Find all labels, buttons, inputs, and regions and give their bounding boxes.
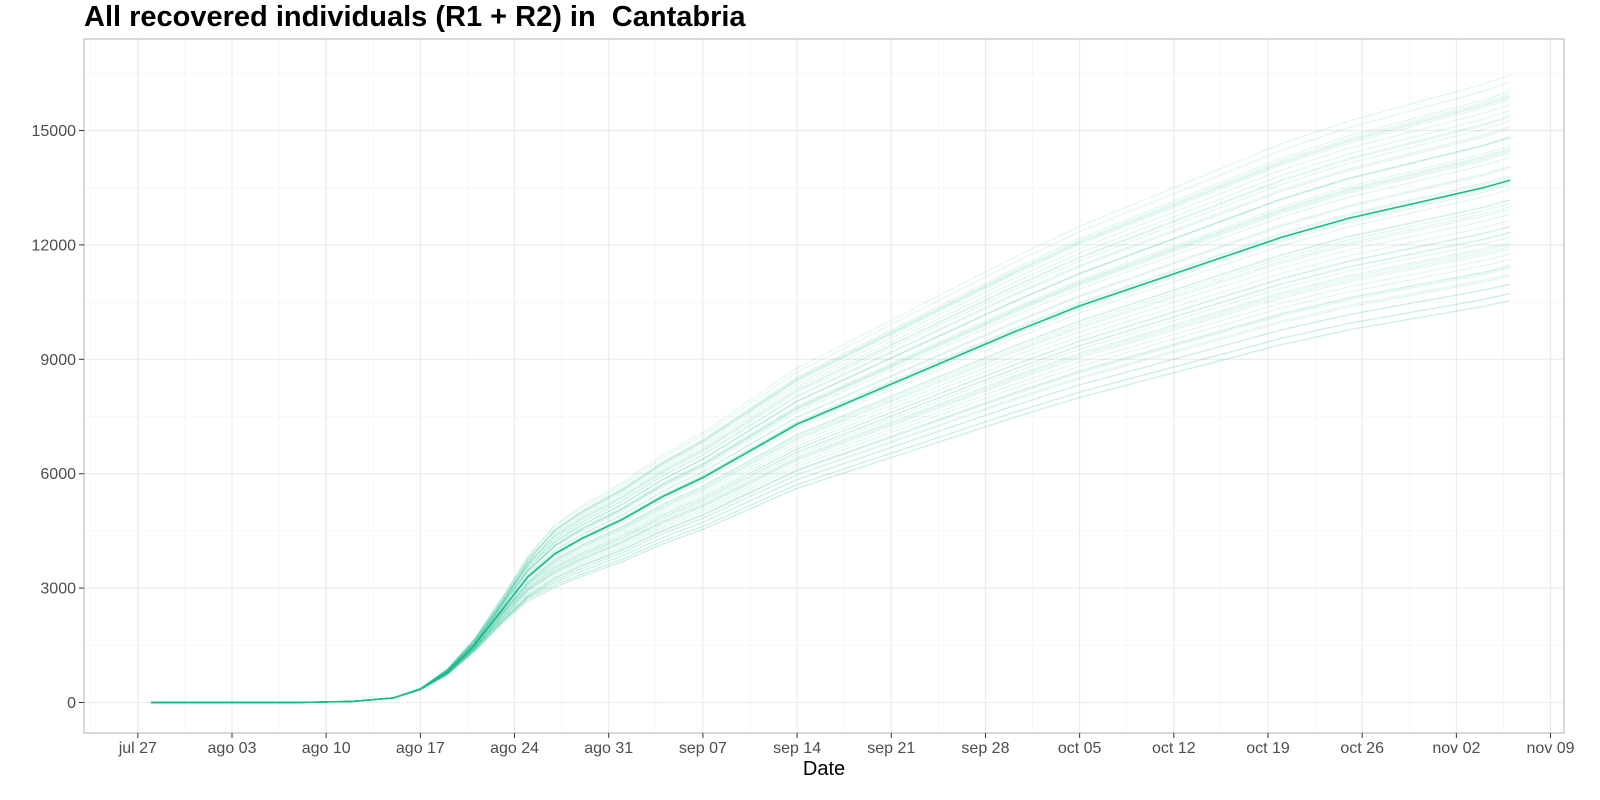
x-tick-label: sep 21 bbox=[867, 740, 915, 757]
y-tick-label: 15000 bbox=[32, 123, 77, 140]
ensemble-line bbox=[151, 267, 1511, 704]
ensemble-line bbox=[151, 136, 1511, 704]
ensemble-line bbox=[151, 283, 1511, 704]
ensemble-line bbox=[151, 253, 1511, 704]
ensemble-line bbox=[151, 241, 1511, 704]
ensemble-line bbox=[151, 93, 1511, 704]
ensemble-line bbox=[151, 98, 1511, 704]
ensemble-line bbox=[151, 128, 1511, 704]
ensemble-line bbox=[151, 96, 1511, 704]
x-tick-label: ago 03 bbox=[208, 740, 257, 757]
ensemble-line bbox=[151, 236, 1511, 704]
y-tick-label: 12000 bbox=[32, 237, 77, 254]
x-tick-label: oct 05 bbox=[1058, 740, 1102, 757]
y-tick-label: 9000 bbox=[40, 352, 76, 369]
x-tick-label: oct 19 bbox=[1246, 740, 1290, 757]
chart-title: All recovered individuals (R1 + R2) in C… bbox=[84, 1, 746, 33]
central-series-line bbox=[151, 179, 1511, 704]
x-tick-label: ago 24 bbox=[490, 740, 539, 757]
ensemble-line bbox=[151, 231, 1511, 704]
ensemble-line bbox=[151, 245, 1511, 704]
ensemble-line bbox=[151, 275, 1511, 704]
ensemble-line bbox=[151, 208, 1511, 704]
ensemble-line bbox=[151, 165, 1511, 704]
y-tick-label: 3000 bbox=[40, 581, 76, 598]
ensemble-line bbox=[151, 74, 1511, 704]
ensemble-line bbox=[151, 265, 1511, 704]
ensemble-line bbox=[151, 273, 1511, 704]
plot-panel-border bbox=[83, 38, 1565, 734]
ensemble-line bbox=[151, 220, 1511, 704]
x-axis: jul 27 ago 03 ago 10 ago 17 ago 24 ago 31 sep … bbox=[118, 733, 1575, 757]
ensemble-line bbox=[151, 300, 1511, 704]
ensemble-line bbox=[151, 156, 1511, 704]
x-axis-title: Date bbox=[803, 758, 845, 780]
ensemble-line bbox=[151, 226, 1511, 704]
ensemble-line bbox=[151, 258, 1511, 704]
y-tick-label: 0 bbox=[67, 695, 76, 712]
y-tick-label: 6000 bbox=[40, 466, 76, 483]
x-tick-label: oct 12 bbox=[1152, 740, 1196, 757]
ensemble-line bbox=[151, 149, 1511, 704]
x-tick-label: ago 10 bbox=[302, 740, 351, 757]
central-line bbox=[151, 179, 1511, 704]
x-tick-label: nov 02 bbox=[1432, 740, 1480, 757]
ensemble-line bbox=[151, 198, 1511, 704]
ensemble-line bbox=[151, 136, 1511, 704]
ensemble-line bbox=[151, 265, 1511, 704]
ensemble-line bbox=[151, 184, 1511, 704]
x-tick-label: ago 31 bbox=[584, 740, 633, 757]
grid-lines bbox=[84, 39, 1564, 733]
y-axis: 0 3000 6000 9000 12000 15000 bbox=[32, 123, 84, 712]
ensemble-line bbox=[151, 137, 1511, 704]
x-tick-label: sep 07 bbox=[679, 740, 727, 757]
x-tick-label: oct 26 bbox=[1340, 740, 1384, 757]
x-tick-label: jul 27 bbox=[118, 740, 157, 757]
ensemble-line bbox=[151, 283, 1511, 704]
ensemble-line bbox=[151, 81, 1511, 704]
ensemble-line bbox=[151, 116, 1511, 704]
ensemble-line bbox=[151, 95, 1511, 704]
x-tick-label: sep 28 bbox=[961, 740, 1009, 757]
ensemble-line bbox=[151, 120, 1511, 704]
x-tick-label: ago 17 bbox=[396, 740, 445, 757]
x-tick-label: nov 09 bbox=[1527, 740, 1575, 757]
ensemble-line bbox=[151, 152, 1511, 704]
x-tick-label: sep 14 bbox=[773, 740, 821, 757]
ensemble-lines bbox=[151, 74, 1511, 704]
